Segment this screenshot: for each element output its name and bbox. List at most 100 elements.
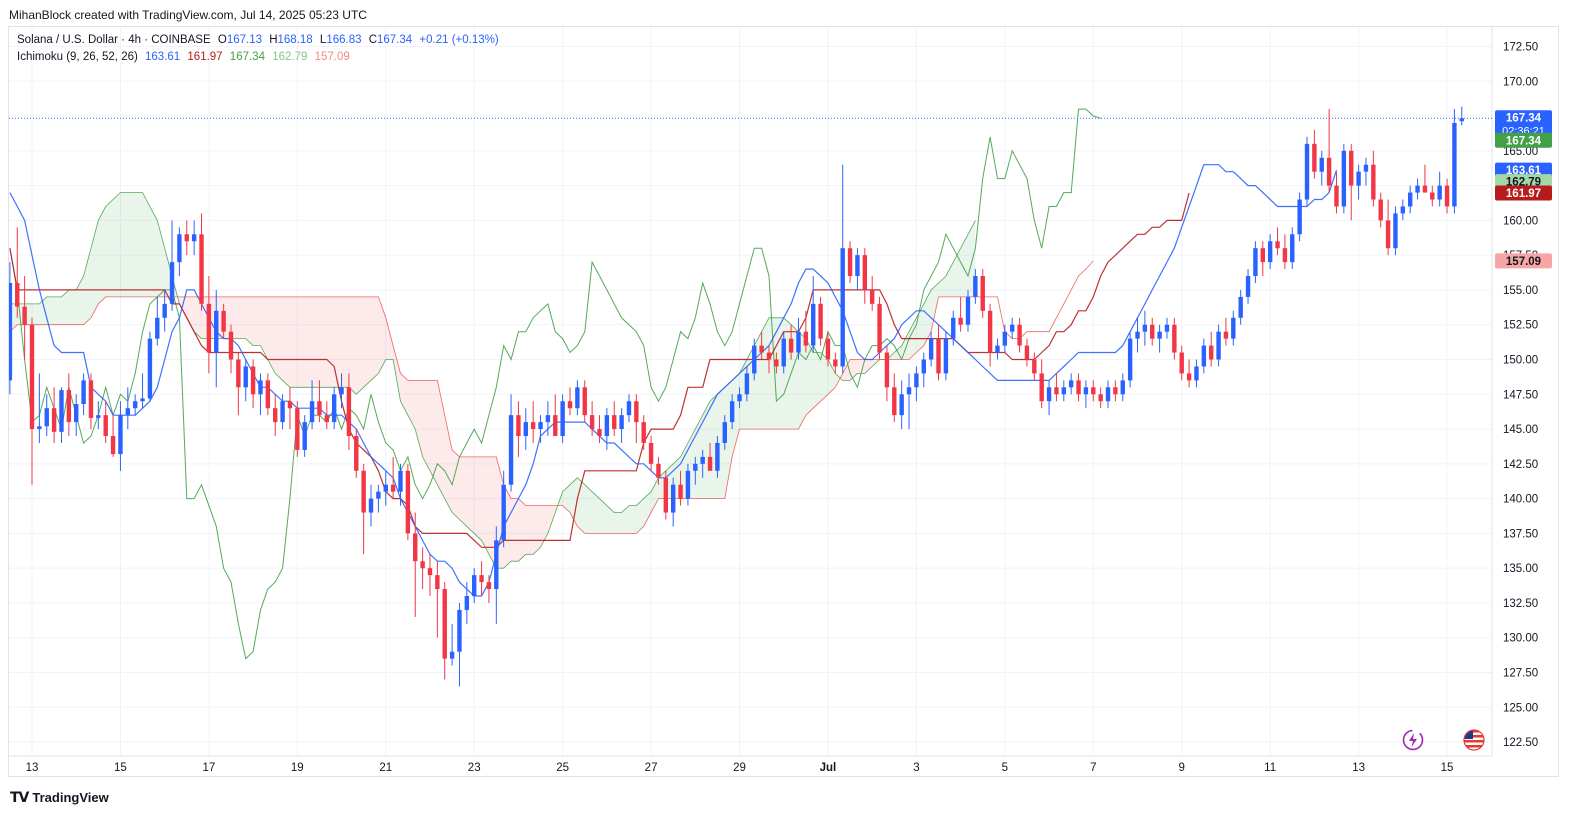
x-tick-label: 19 <box>291 762 304 774</box>
candle-body <box>1164 324 1170 332</box>
candle-body <box>354 436 359 471</box>
kumo-segment <box>857 359 865 374</box>
candle-body <box>501 484 506 541</box>
kumo-segment <box>769 317 777 430</box>
candle-body <box>383 484 388 492</box>
kumo-segment <box>39 296 47 325</box>
kumo-segment <box>312 296 320 388</box>
kumo-segment <box>783 317 792 430</box>
y-tick-label: 147.50 <box>1503 389 1538 401</box>
candle-body <box>936 338 941 374</box>
candle-body <box>37 426 42 430</box>
price-badge-label: 157.09 <box>1506 256 1541 268</box>
candle-body <box>125 408 131 416</box>
candle-body <box>1356 171 1361 186</box>
kumo-segment <box>599 498 607 534</box>
candle-body <box>1260 248 1265 263</box>
candle-body <box>892 387 897 416</box>
candle-body <box>530 422 536 430</box>
kumo-segment <box>127 192 136 297</box>
candle-body <box>258 380 263 395</box>
candle-body <box>486 582 492 590</box>
candle-body <box>619 415 624 430</box>
candle-body <box>1319 157 1324 172</box>
candle-body <box>1127 338 1133 381</box>
candle-body <box>752 345 757 374</box>
kumo-segment <box>422 380 430 471</box>
candle-body <box>184 234 189 242</box>
kumo-segment <box>452 449 460 520</box>
kumo-segment <box>820 352 828 402</box>
span-a-value: 162.79 <box>272 51 308 63</box>
candle-body <box>1002 331 1008 346</box>
candle-body <box>162 303 167 318</box>
candle-body <box>788 338 794 353</box>
candle-body <box>1201 345 1207 367</box>
kumo-segment <box>90 220 99 318</box>
y-tick-label: 125.00 <box>1503 702 1538 714</box>
tradingview-logo-icon: 𝗧𝗩 <box>10 789 29 805</box>
kijun-value: 161.97 <box>187 51 223 63</box>
candle-body <box>943 338 949 374</box>
symbol-legend[interactable]: Solana / U.S. Dollar · 4h · COINBASE O16… <box>17 34 503 46</box>
kumo-segment <box>393 345 401 402</box>
low-label: L <box>319 34 327 46</box>
chart-frame[interactable] <box>8 26 1559 777</box>
candle-body <box>1179 352 1184 374</box>
kumo-segment <box>194 296 202 339</box>
candle-body <box>855 255 860 277</box>
tenkan-value: 163.61 <box>145 51 181 63</box>
candle-body <box>250 366 256 395</box>
candle-body <box>44 408 49 427</box>
candle-body <box>1113 387 1118 395</box>
high-value: 168.18 <box>277 34 313 46</box>
candle-body <box>818 303 823 339</box>
kumo-segment <box>371 296 379 381</box>
price-badge <box>1495 132 1552 148</box>
candle-body <box>427 568 433 576</box>
candle-body <box>103 415 108 437</box>
y-tick-label: 160.00 <box>1503 215 1538 227</box>
zap-icon[interactable] <box>1402 729 1424 751</box>
kumo-segment <box>186 296 195 332</box>
kumo-segment <box>827 359 836 395</box>
candle-body <box>1098 394 1103 402</box>
candle-body <box>59 390 64 432</box>
candle-body <box>508 415 514 485</box>
x-tick-label: 13 <box>26 762 39 774</box>
kumo-segment <box>289 296 298 388</box>
kumo-segment <box>282 296 290 388</box>
kumo-segment <box>61 289 69 325</box>
candle-body <box>1253 248 1258 277</box>
tradingview-logo[interactable]: 𝗧𝗩 TradingView <box>10 789 109 806</box>
candle-body <box>980 276 985 311</box>
kumo-segment <box>245 296 254 346</box>
candle-body <box>1334 185 1339 207</box>
candle-body <box>803 331 809 346</box>
x-tick-label: 15 <box>1441 762 1454 774</box>
indicator-legend[interactable]: Ichimoku (9, 26, 52, 26) 163.61 161.97 1… <box>17 51 354 63</box>
candle-body <box>670 484 676 513</box>
us-flag-icon[interactable] <box>1463 729 1485 751</box>
candle-body <box>737 394 742 402</box>
candle-body <box>479 575 484 583</box>
kumo-segment <box>120 192 128 297</box>
candle-body <box>309 401 315 423</box>
candle-body <box>1282 248 1288 263</box>
kumo-segment <box>813 352 821 409</box>
candle-body <box>22 306 27 325</box>
candle-body <box>1172 324 1177 353</box>
kumo-segment <box>149 206 158 297</box>
candle-body <box>729 401 735 423</box>
candle-body <box>707 456 713 471</box>
candle-body <box>840 248 845 367</box>
candle-body <box>287 401 293 409</box>
y-tick-label: 172.50 <box>1503 41 1538 53</box>
candle-body <box>472 575 477 597</box>
candle-body <box>324 415 329 423</box>
candle-body <box>1245 276 1251 297</box>
y-tick-label: 135.00 <box>1503 563 1538 575</box>
candle-body <box>1216 331 1221 360</box>
candle-body <box>280 401 285 423</box>
